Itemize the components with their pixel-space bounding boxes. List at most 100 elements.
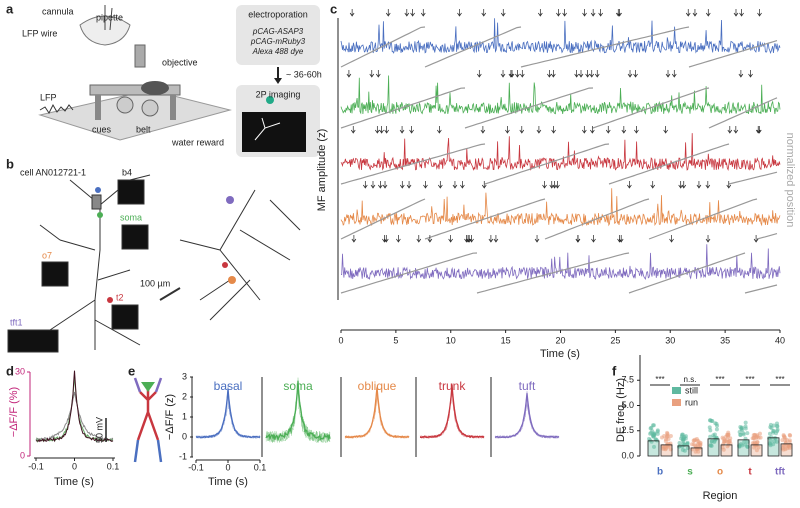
event-arrow: [575, 235, 581, 243]
event-arrow: [665, 70, 671, 78]
data-point: [665, 433, 670, 438]
annotation: cues: [92, 124, 112, 134]
y-tick-label: 1: [182, 411, 187, 421]
event-arrow: [481, 9, 487, 17]
event-arrow: [705, 235, 711, 243]
annotation: pipette: [96, 12, 123, 22]
data-point: [690, 447, 695, 452]
event-arrow: [757, 9, 762, 17]
event-arrow: [555, 181, 560, 189]
construct: pCAG-ASAP3: [252, 27, 304, 36]
data-point: [710, 419, 715, 424]
position-trace: [340, 143, 778, 185]
legend-label: still: [685, 385, 698, 395]
event-arrow: [627, 70, 633, 78]
trace: [341, 244, 781, 281]
data-point: [696, 449, 701, 454]
event-arrow: [500, 70, 506, 78]
trace: [340, 188, 781, 227]
trace: [494, 403, 560, 439]
bar: [780, 443, 793, 457]
data-point: [655, 431, 660, 436]
event-arrow: [382, 181, 388, 189]
event-arrow: [519, 126, 525, 134]
x-tick-label: 10: [446, 335, 456, 345]
data-point: [775, 427, 780, 432]
annotation: LFP wire: [22, 28, 57, 38]
annotation: LFP: [40, 92, 57, 102]
panel-label: c: [330, 1, 337, 16]
data-point: [677, 440, 682, 445]
data-point: [720, 435, 725, 440]
event-arrow: [590, 9, 596, 17]
y-tick-label: 0: [182, 431, 187, 441]
event-arrow: [346, 70, 352, 78]
data-point: [775, 423, 780, 428]
event-arrow: [582, 126, 587, 134]
event-arrow: [488, 235, 494, 243]
y-tick-label: 3: [182, 371, 187, 381]
x-tick-label: 35: [720, 335, 730, 345]
position-trace: [340, 87, 778, 129]
event-arrow: [678, 181, 683, 189]
panel-label: d: [6, 363, 14, 378]
event-arrow: [556, 9, 561, 17]
event-arrow: [350, 126, 356, 134]
y-tick-label: 0: [20, 450, 25, 460]
trace: [419, 387, 485, 439]
trace: [195, 387, 261, 439]
data-point: [787, 432, 792, 437]
y-tick-label: 30: [15, 366, 25, 376]
data-point: [663, 439, 668, 444]
event-arrow: [681, 181, 687, 189]
event-arrow: [382, 235, 387, 243]
trace: [419, 389, 485, 439]
bar: [750, 444, 763, 457]
data-point: [774, 439, 779, 444]
panel-label: f: [612, 363, 617, 378]
event-arrow: [726, 181, 732, 189]
event-arrow: [375, 126, 380, 134]
x-axis-label: Region: [703, 490, 738, 502]
data-point: [723, 439, 728, 444]
x-tick-label: 20: [555, 335, 565, 345]
data-point: [771, 442, 776, 447]
bar: [767, 437, 780, 457]
event-arrow: [551, 126, 556, 134]
x-tick-label: t: [748, 467, 752, 478]
bar: [660, 444, 673, 457]
scale-label: 100 µm: [140, 278, 170, 288]
trace: [265, 386, 331, 444]
data-point: [742, 439, 747, 444]
site-label: soma: [120, 212, 142, 222]
event-arrow: [617, 9, 622, 17]
event-arrow: [738, 70, 744, 78]
event-arrow: [696, 181, 702, 189]
trace: [195, 393, 261, 439]
x-tick-label: 5: [393, 335, 398, 345]
x-tick-label: 0: [225, 462, 230, 472]
y-tick-label: 2.5: [621, 425, 634, 435]
x-tick-label: 25: [610, 335, 620, 345]
construct: pCAG-mRuby3: [250, 37, 306, 46]
event-arrow: [383, 235, 389, 243]
event-arrow: [477, 70, 482, 78]
trace: [35, 391, 114, 442]
compartment-title: tuft: [519, 379, 536, 393]
trace: [340, 133, 781, 171]
event-arrow: [733, 126, 739, 134]
event-arrow: [753, 235, 759, 243]
x-axis-label: Time (s): [208, 476, 248, 488]
data-point: [649, 430, 654, 435]
compartment-icon: [141, 382, 155, 392]
x-tick-label: 0.1: [107, 461, 120, 471]
annotation: cannula: [42, 6, 74, 16]
event-arrow: [685, 9, 691, 17]
event-arrow: [671, 70, 677, 78]
data-point: [754, 436, 759, 441]
data-point: [769, 435, 774, 440]
trace: [344, 392, 410, 439]
compartment-icon: [133, 377, 163, 393]
data-point: [787, 445, 792, 450]
